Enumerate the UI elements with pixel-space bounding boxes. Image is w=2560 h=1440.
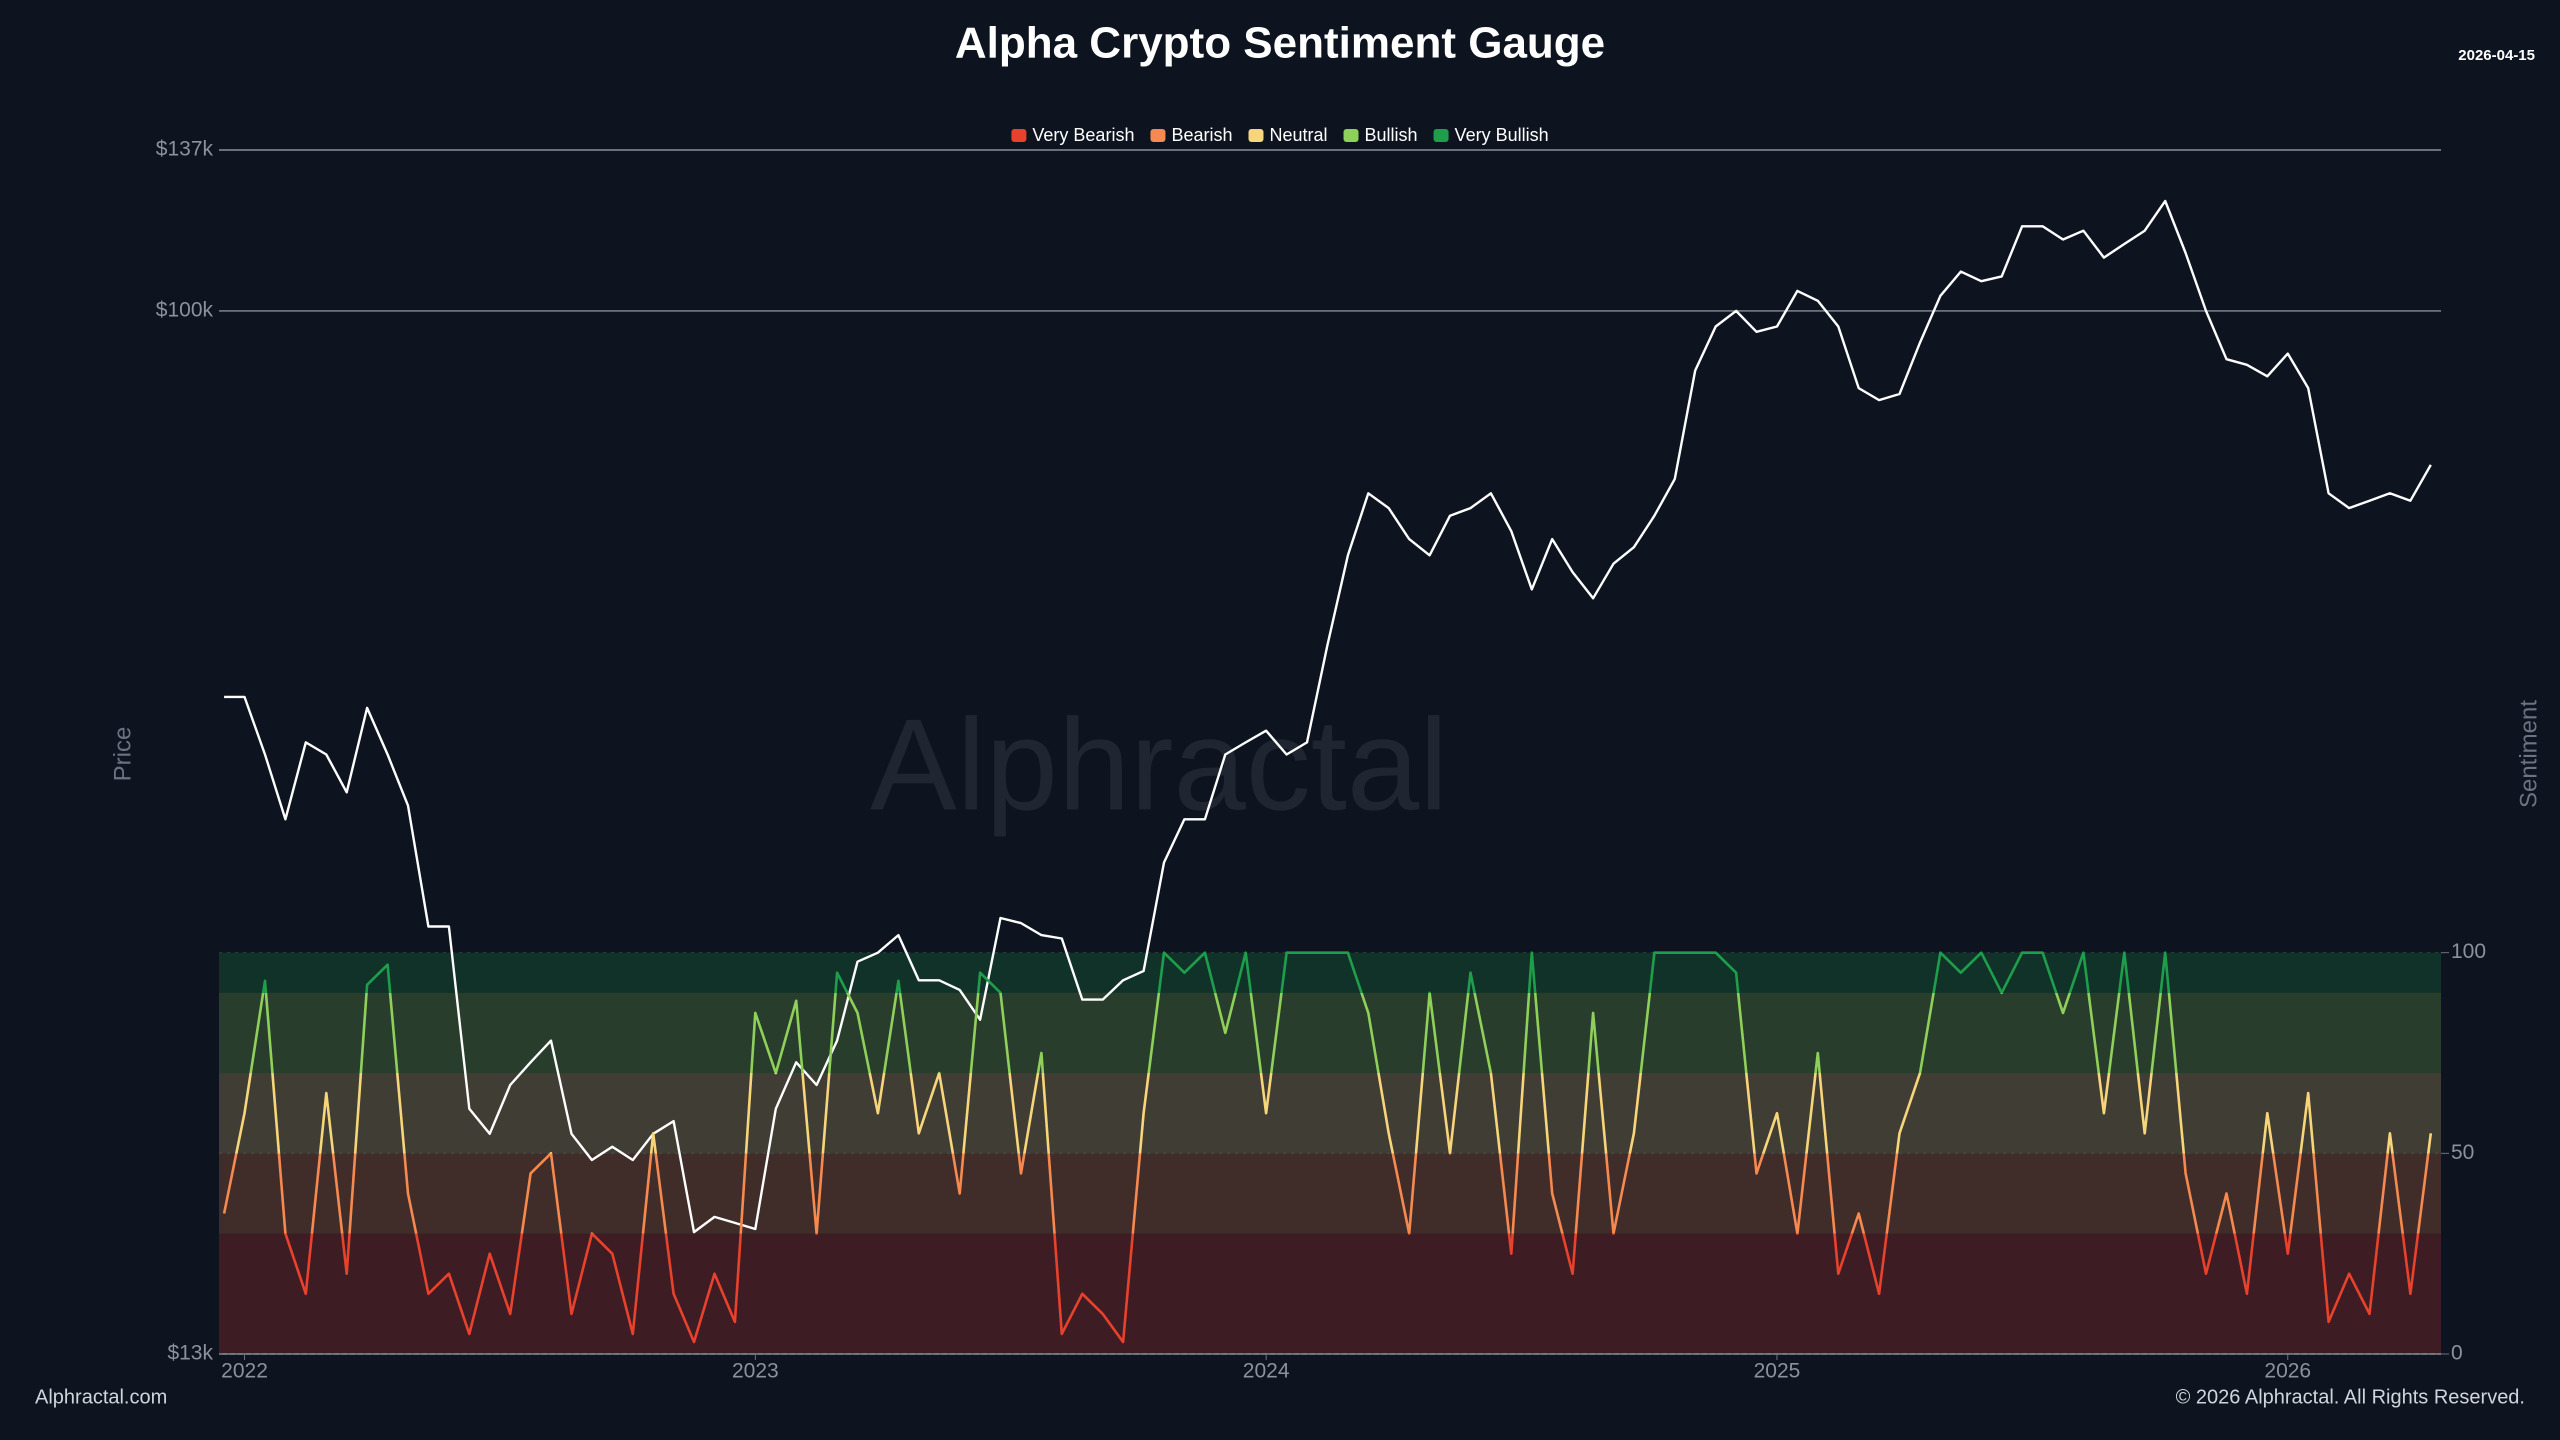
price-line	[224, 199, 2432, 1234]
y-tick-label: $13k	[167, 1342, 213, 1365]
zone-band	[219, 1153, 2441, 1234]
footer-left: Alphractal.com	[35, 1386, 167, 1408]
y2-tick-label: 0	[2451, 1342, 2463, 1365]
legend-swatch	[1248, 129, 1264, 142]
x-tick-label: 2023	[732, 1360, 779, 1383]
x-tick-label: 2022	[221, 1360, 268, 1383]
legend-label: Very Bearish	[1032, 125, 1134, 145]
legend: Very Bearish Bearish Neutral Bullish Very Bu…	[1011, 125, 1549, 145]
y2-tick-label: 50	[2451, 1141, 2474, 1164]
x-tick-label: 2024	[1243, 1360, 1290, 1383]
zone-band	[219, 992, 2441, 1074]
watermark: Alphractal	[870, 691, 1448, 837]
x-tick-label: 2025	[1754, 1360, 1801, 1383]
chart-title: Alpha Crypto Sentiment Gauge	[955, 19, 1605, 68]
legend-label: Neutral	[1269, 125, 1327, 145]
sentiment-line	[222, 951, 2433, 1344]
date: 2026-04-15	[2458, 47, 2535, 64]
legend-label: Bullish	[1365, 125, 1418, 145]
zone-band	[219, 952, 2441, 993]
legend-swatch	[1433, 129, 1449, 142]
y2-tick-label: 100	[2451, 940, 2486, 963]
legend-label: Bearish	[1171, 125, 1232, 145]
zone-band	[219, 1233, 2441, 1354]
legend-swatch	[1343, 129, 1359, 142]
legend-swatch	[1150, 129, 1166, 142]
y-tick-label: $100k	[156, 298, 214, 321]
y-tick-label: $137k	[156, 138, 214, 161]
zone-band	[219, 1073, 2441, 1154]
y-axis-title: Price	[109, 727, 136, 782]
y2-axis-title: Sentiment	[2515, 700, 2542, 808]
legend-swatch	[1011, 129, 1027, 142]
footer-right: © 2026 Alphractal. All Rights Reserved.	[2176, 1386, 2525, 1408]
x-tick-label: 2026	[2264, 1360, 2311, 1383]
legend-label: Very Bullish	[1455, 125, 1549, 145]
